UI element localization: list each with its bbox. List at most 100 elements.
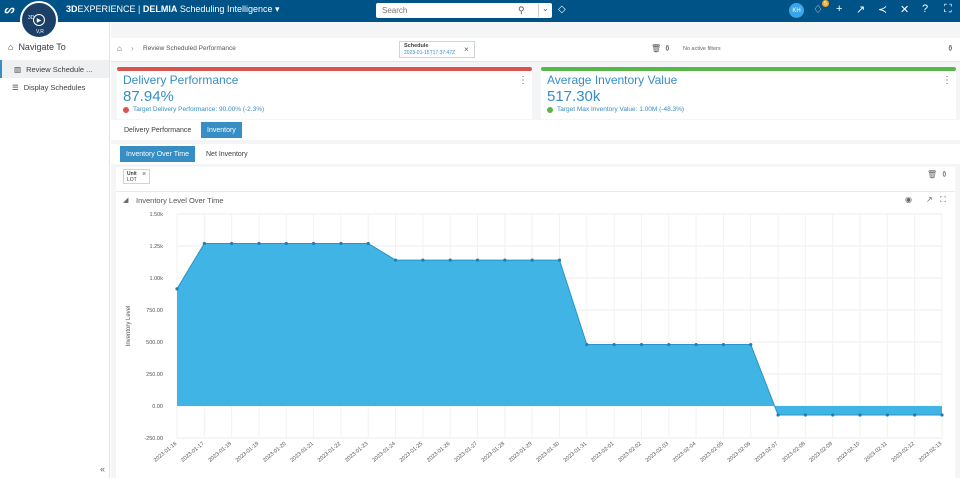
x-tick-label: 2023-02-03 xyxy=(645,441,670,464)
tab-delivery-performance[interactable]: Delivery Performance xyxy=(124,126,192,134)
unit-filter-chip[interactable]: Unit LOT xyxy=(123,169,150,184)
x-tick-label: 2023-01-27 xyxy=(453,441,478,464)
data-point xyxy=(831,413,835,417)
close-icon[interactable]: × xyxy=(142,171,147,178)
y-tick-label: 250.00 xyxy=(146,372,163,378)
more-options-icon[interactable]: ⋮ xyxy=(518,75,528,86)
more-options-icon[interactable]: ⋮ xyxy=(942,75,952,86)
y-tick-label: 500.00 xyxy=(146,340,163,346)
sidebar-item-review-schedule[interactable]: ▥ Review Schedule ... xyxy=(0,60,109,78)
search-options-dropdown-icon[interactable]: ⌄ xyxy=(538,4,549,17)
x-tick-label: 2023-01-23 xyxy=(344,441,369,464)
help-icon[interactable]: ? xyxy=(922,3,929,15)
x-tick-label: 2023-01-24 xyxy=(371,441,396,464)
y-axis: 1.50k 1.25k 1.00k 750.00 500.00 250.00 0.00 -25… xyxy=(144,212,163,442)
chart-panel: Unit LOT × 🗑 ⚱ ◢ Inventory Level Over Ti… xyxy=(116,167,955,478)
data-point xyxy=(940,413,944,417)
main-tabs: Delivery Performance Inventory xyxy=(111,120,960,140)
avatar[interactable]: KH xyxy=(789,3,804,18)
x-tick-label: 2023-01-19 xyxy=(235,441,260,464)
collapse-sidebar-icon[interactable]: « xyxy=(100,464,106,474)
tab-inventory-over-time[interactable]: Inventory Over Time xyxy=(120,146,196,162)
data-point xyxy=(202,241,206,246)
sidebar-header: ⌂ Navigate To xyxy=(8,42,66,52)
kpi-target: Target Delivery Performance: 90.00% (-2.… xyxy=(123,106,264,113)
brand-separator: | xyxy=(135,4,143,14)
close-icon[interactable]: × xyxy=(464,45,469,54)
trash-icon[interactable]: 🗑 xyxy=(927,170,938,179)
sidebar-item-label: Review Schedule ... xyxy=(26,64,93,74)
tools-icon[interactable]: ✕ xyxy=(900,4,910,16)
compass-icon[interactable]: 3D ▶ V,R xyxy=(20,1,58,39)
fullscreen-icon[interactable]: ⛶ xyxy=(944,3,952,15)
expand-icon[interactable]: ⛶ xyxy=(940,195,946,204)
breadcrumb[interactable]: Review Scheduled Performance xyxy=(143,45,236,52)
ds-logo-icon[interactable]: ᔕ xyxy=(4,4,14,16)
filter-icon[interactable]: ⚱ xyxy=(664,44,671,53)
data-point xyxy=(694,342,698,347)
tag-icon[interactable]: ◇ xyxy=(558,4,566,15)
chevron-down-icon: ▾ xyxy=(275,4,280,14)
x-tick-label: 2023-01-20 xyxy=(262,441,287,464)
y-tick-label: -250.00 xyxy=(144,436,163,442)
kpi-status-bar xyxy=(541,67,956,71)
data-point xyxy=(257,241,261,246)
x-tick-label: 2023-01-31 xyxy=(563,441,588,464)
kpi-target: Target Max Inventory Value: 1.00M (-48.3… xyxy=(547,106,684,113)
search-icon[interactable]: ⚲ xyxy=(518,5,525,15)
top-bar: ᔕ 3DEXPERIENCE | DELMIA Scheduling Intel… xyxy=(0,0,960,22)
status-dot-icon xyxy=(547,106,553,113)
sidebar-item-display-schedules[interactable]: ☰ Display Schedules xyxy=(0,78,109,96)
active-filters-text: No active filters xyxy=(683,46,721,52)
eye-icon[interactable]: ◉ xyxy=(905,195,912,204)
y-axis-label: Inventory Level xyxy=(126,306,132,347)
filter-icon[interactable]: ⚱ xyxy=(941,170,948,179)
area-chart-icon: ◢ xyxy=(123,197,129,204)
x-tick-label: 2023-02-01 xyxy=(590,441,615,464)
toolbar: ⌂ › Review Scheduled Performance Schedul… xyxy=(111,38,960,62)
trash-icon[interactable]: 🗑 xyxy=(651,44,662,53)
play-icon[interactable]: ▶ xyxy=(33,14,45,26)
notifications-icon[interactable]: ♢ xyxy=(813,4,823,16)
x-tick-label: 2023-01-29 xyxy=(508,441,533,464)
x-tick-label: 2023-01-25 xyxy=(399,441,424,464)
unit-chip-label: Unit xyxy=(127,171,137,177)
tab-net-inventory[interactable]: Net Inventory xyxy=(206,150,248,158)
y-tick-label: 1.50k xyxy=(150,212,164,218)
data-point xyxy=(776,413,780,417)
share-icon[interactable]: ↗ xyxy=(856,4,866,16)
navigate-icon: ⌂ xyxy=(8,42,14,52)
search-input[interactable] xyxy=(376,6,514,15)
x-tick-label: 2023-01-18 xyxy=(208,441,233,464)
schedule-filter-chip[interactable]: Schedule 2023-01-15T17:37:47Z × xyxy=(399,41,475,58)
x-tick-label: 2023-02-08 xyxy=(781,441,806,464)
x-tick-label: 2023-01-16 xyxy=(153,441,178,464)
app-title[interactable]: 3DEXPERIENCE | DELMIA Scheduling Intelli… xyxy=(66,4,280,15)
tab-inventory[interactable]: Inventory xyxy=(201,122,242,138)
add-icon[interactable]: + xyxy=(836,3,843,15)
x-tick-label: 2023-02-10 xyxy=(836,441,861,464)
data-point xyxy=(639,342,644,347)
main-content: ⌂ › Review Scheduled Performance Schedul… xyxy=(111,22,960,478)
data-point xyxy=(530,258,534,262)
share-icon[interactable]: ↗ xyxy=(926,195,933,204)
x-tick-label: 2023-02-09 xyxy=(809,441,834,464)
notification-count-badge: 5 xyxy=(822,0,829,7)
data-point xyxy=(749,342,753,347)
compass-label-3d: 3D xyxy=(28,15,35,21)
data-point xyxy=(175,287,179,291)
x-axis: 2023-01-16 2023-01-17 2023-01-18 2023-01-19… xyxy=(153,441,943,464)
data-point xyxy=(366,241,370,246)
inventory-area-chart: 1.50k 1.25k 1.00k 750.00 500.00 250.00 0.00 -25… xyxy=(126,212,944,464)
kpi-delivery-performance: Delivery Performance 87.94% Target Deliv… xyxy=(117,67,532,119)
home-icon[interactable]: ⌂ xyxy=(117,44,122,53)
data-point xyxy=(284,241,288,246)
chart-title: Inventory Level Over Time xyxy=(136,196,224,205)
social-share-icon[interactable]: ≺ xyxy=(878,4,888,16)
sidebar-item-label: Display Schedules xyxy=(23,82,86,92)
y-tick-label: 0.00 xyxy=(152,404,163,410)
chart-header: ◢ Inventory Level Over Time ◉ ↗ ⛶ xyxy=(116,191,955,207)
filter-options-icon[interactable]: ⚱ xyxy=(947,44,954,53)
bar-chart-icon: ▥ xyxy=(14,64,22,74)
x-tick-label: 2023-01-30 xyxy=(535,441,560,464)
